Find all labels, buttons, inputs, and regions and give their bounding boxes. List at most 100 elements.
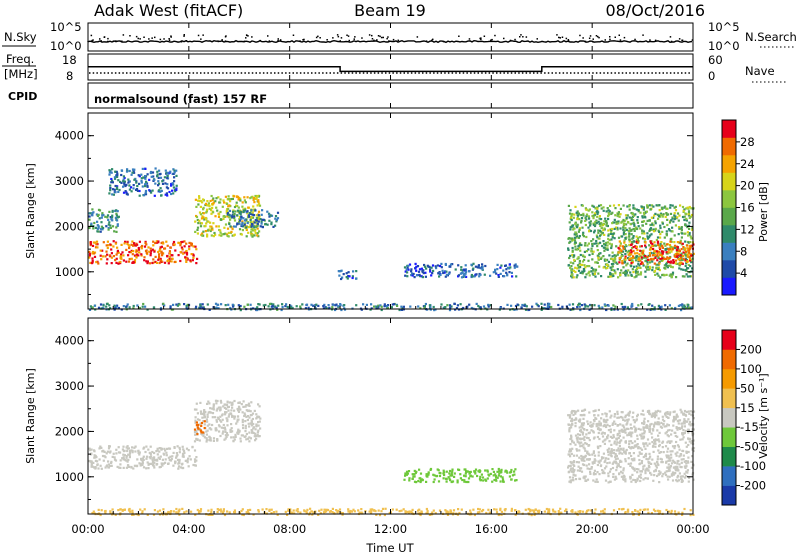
data-cell [638,475,641,478]
data-cell [644,472,647,475]
data-cell [438,474,442,478]
data-cell [572,460,576,463]
data-cell [594,409,597,412]
data-cell [471,475,474,478]
data-cell [192,245,195,248]
data-cell [690,442,693,445]
data-cell [622,271,625,274]
data-cell [207,411,210,414]
data-cell [125,260,128,263]
data-cell [654,469,658,472]
data-cell [188,245,191,248]
data-cell [133,242,136,245]
data-cell [611,268,614,272]
data-cell [638,458,641,462]
data-cell [231,234,234,237]
data-cell [670,474,674,477]
data-cell [305,303,309,306]
data-cell [232,209,235,212]
data-cell [679,204,682,207]
data-cell [250,401,253,404]
data-cell [153,451,156,455]
data-cell [645,424,648,427]
data-cell [219,229,222,232]
data-cell [580,441,583,444]
data-cell [676,255,679,258]
data-cell [201,215,204,218]
data-cell [211,416,214,419]
data-cell [178,303,181,306]
data-cell [145,445,148,448]
data-cell [659,244,662,247]
data-cell [625,423,628,426]
data-cell [568,241,571,244]
data-cell [180,241,183,244]
data-cell [650,432,653,435]
data-cell [606,266,609,269]
data-cell [427,473,430,476]
data-cell [625,427,628,430]
data-cell [224,403,227,406]
data-cell [307,306,310,309]
data-cell [159,187,162,190]
data-cell [88,250,91,253]
data-cell [598,215,601,218]
data-cell [583,475,586,478]
data-cell [656,213,659,216]
data-cell [240,434,243,437]
data-cell [204,202,208,205]
data-cell [136,458,139,461]
data-cell [661,252,664,255]
data-cell [687,443,690,447]
data-cell [612,262,615,265]
data-cell [248,404,251,407]
data-cell [212,406,215,409]
data-cell [580,444,583,447]
data-cell [508,263,511,266]
data-cell [170,457,173,461]
data-cell [580,430,583,434]
data-cell [469,474,472,477]
data-cell [253,409,256,412]
data-cell [587,437,590,440]
data-cell [635,256,638,259]
data-cell [622,426,626,429]
data-cell [658,423,661,426]
data-cell [210,212,213,215]
data-cell [656,429,659,432]
data-cell [403,478,406,481]
data-cell [145,243,148,246]
data-cell [114,184,117,188]
data-cell [614,226,618,229]
data-cell [678,267,681,270]
data-cell [613,413,616,416]
data-cell [429,467,433,471]
data-cell [591,214,594,218]
data-cell [404,274,407,277]
data-cell [462,306,465,310]
data-cell [156,175,159,178]
data-cell [577,465,580,468]
data-cell [274,217,277,220]
data-cell [226,215,229,218]
data-cell [688,221,691,224]
data-cell [173,446,176,449]
data-cell [585,208,588,211]
data-cell [336,511,339,514]
data-cell [678,427,682,431]
data-cell [568,480,571,483]
data-cell [578,259,581,263]
data-cell [200,234,204,237]
noise-dot [509,39,512,42]
data-cell [213,416,217,419]
data-cell [479,479,482,482]
data-cell [108,464,111,468]
data-cell [582,446,585,449]
data-cell [592,419,596,422]
data-cell [613,221,616,224]
data-cell [676,480,679,483]
data-cell [619,244,622,247]
data-cell [113,456,116,459]
data-cell [242,209,245,212]
data-cell [616,441,619,444]
